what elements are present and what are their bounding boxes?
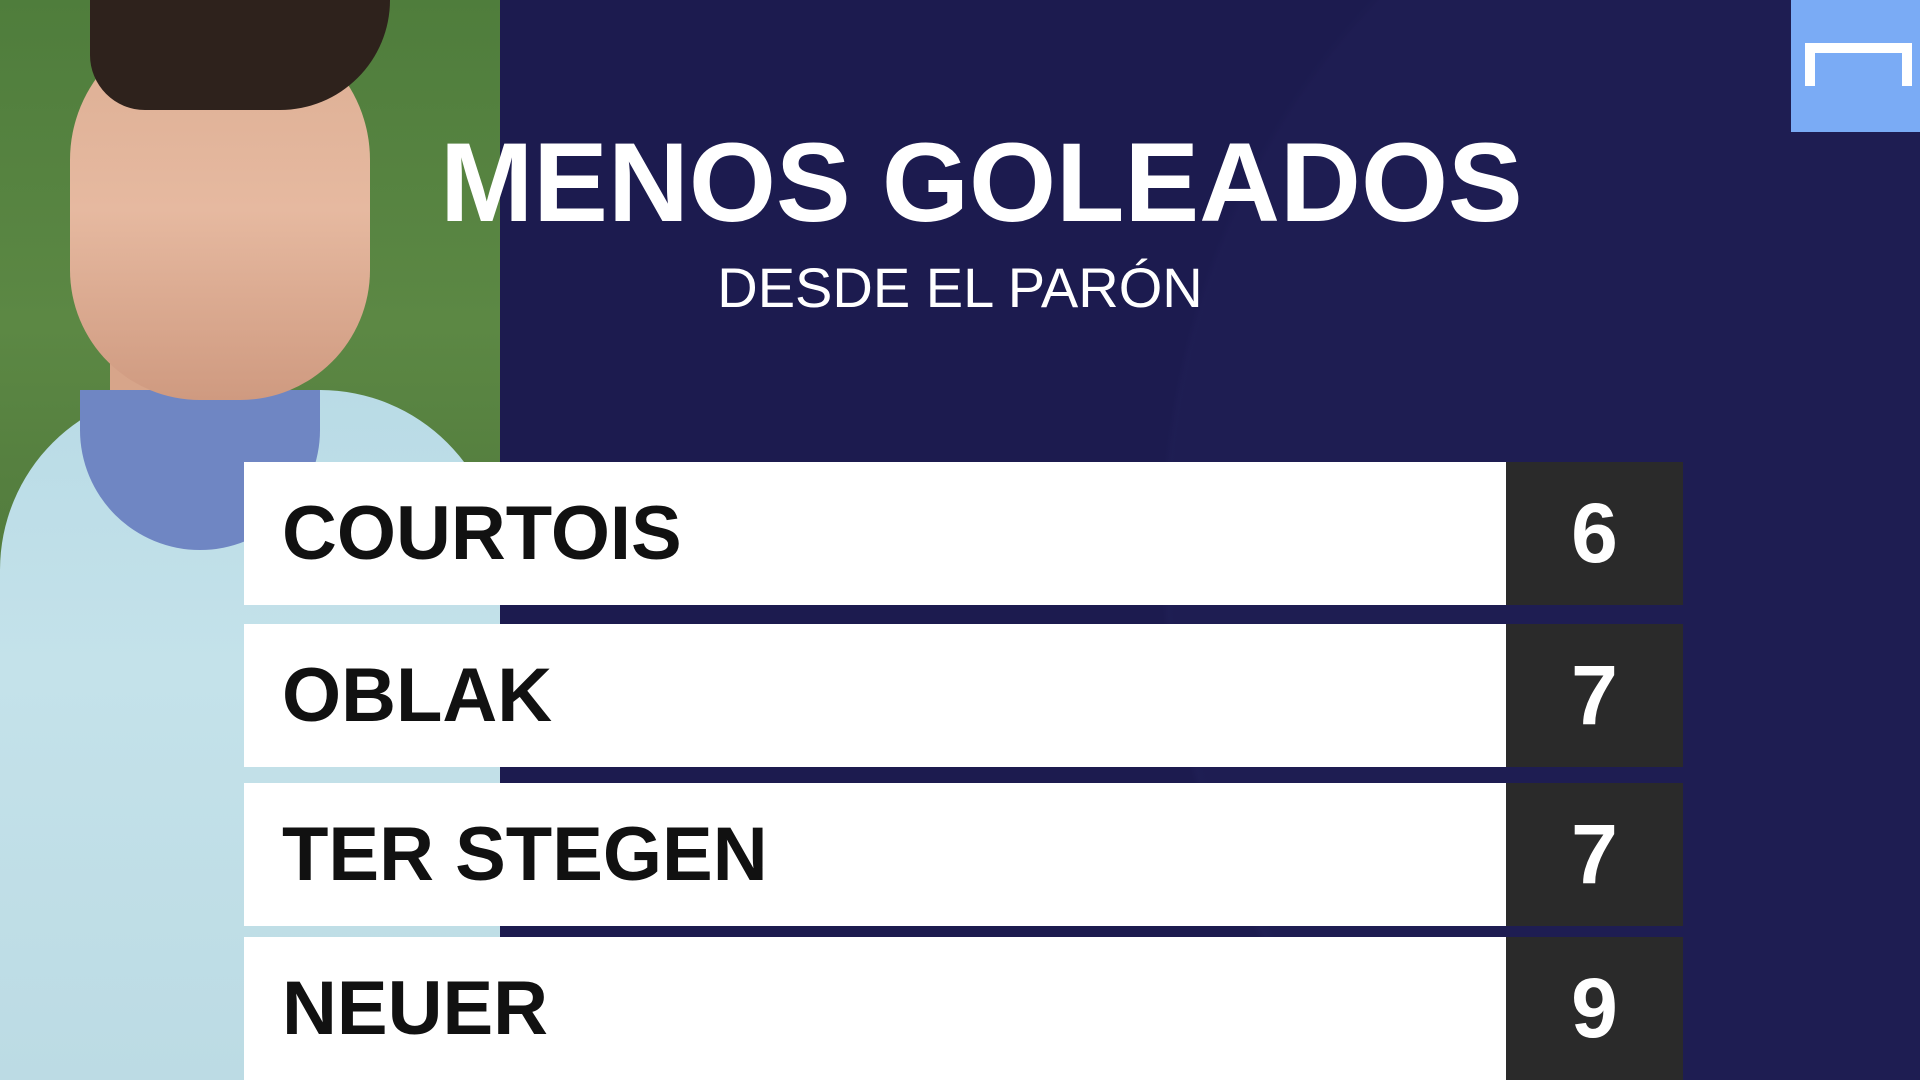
player-name: TER STEGEN: [282, 812, 768, 897]
name-cell: NEUER: [244, 937, 1506, 1080]
name-cell: COURTOIS: [244, 462, 1506, 605]
page-title: MENOS GOLEADOS: [440, 120, 1523, 245]
player-name: OBLAK: [282, 653, 553, 738]
ranking-row: COURTOIS 6: [244, 462, 1683, 605]
player-name: COURTOIS: [282, 491, 682, 576]
ranking-row: TER STEGEN 7: [244, 783, 1683, 926]
goals-conceded: 7: [1506, 783, 1683, 926]
ranking-row: OBLAK 7: [244, 624, 1683, 767]
page-subtitle: DESDE EL PARÓN: [717, 256, 1203, 319]
name-cell: OBLAK: [244, 624, 1506, 767]
goals-conceded: 7: [1506, 624, 1683, 767]
player-hair: [90, 0, 390, 110]
player-name: NEUER: [282, 966, 549, 1051]
ranking-row: NEUER 9: [244, 937, 1683, 1080]
goals-conceded: 9: [1506, 937, 1683, 1080]
goal-logo: [1791, 0, 1920, 132]
goals-conceded: 6: [1506, 462, 1683, 605]
name-cell: TER STEGEN: [244, 783, 1506, 926]
